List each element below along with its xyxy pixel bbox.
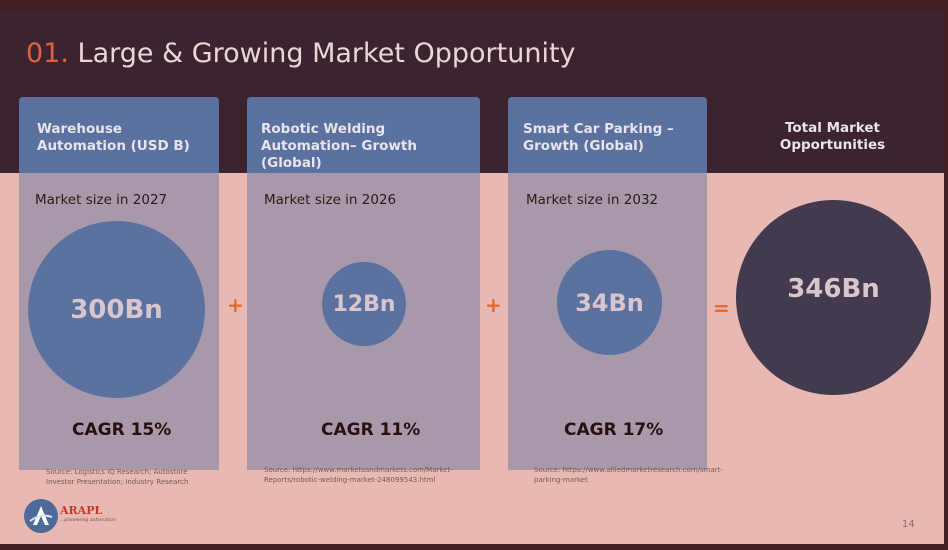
arapl-logo-icon xyxy=(24,499,58,533)
equals-operator: = xyxy=(713,296,730,320)
welding-source: Source: https://www.marketsandmarkets.co… xyxy=(264,466,453,484)
parking-value-circle: 34Bn xyxy=(557,250,662,355)
plus-operator-2: + xyxy=(485,293,502,317)
welding-header-text: Robotic Welding Automation– Growth (Glob… xyxy=(261,121,417,171)
warehouse-source: Source: Logistics IQ Research; Autostore… xyxy=(46,468,189,486)
warehouse-header-text: Warehouse Automation (USD B) xyxy=(37,121,190,154)
parking-cagr: CAGR 17% xyxy=(564,420,664,440)
parking-header-text: Smart Car Parking –Growth (Global) xyxy=(523,121,674,154)
warehouse-value: 300Bn xyxy=(70,294,163,325)
total-header: Total Market Opportunities xyxy=(779,120,886,153)
welding-value-circle: 12Bn xyxy=(322,262,406,346)
slide: 01. Large & Growing Market Opportunity W… xyxy=(0,10,944,544)
warehouse-cagr: CAGR 15% xyxy=(72,420,172,440)
logo-name: ARAPL xyxy=(60,504,103,517)
slide-title: 01. Large & Growing Market Opportunity xyxy=(26,38,576,69)
plus-operator-1: + xyxy=(227,293,244,317)
welding-value: 12Bn xyxy=(332,291,396,317)
parking-market-size-label: Market size in 2032 xyxy=(526,192,659,208)
warehouse-value-circle: 300Bn xyxy=(28,221,205,398)
welding-header: Robotic Welding Automation– Growth (Glob… xyxy=(247,97,480,173)
warehouse-header: Warehouse Automation (USD B) xyxy=(19,97,219,173)
welding-cagr: CAGR 11% xyxy=(321,420,421,440)
total-value: 346Bn xyxy=(787,273,880,304)
title-number: 01. xyxy=(26,38,69,69)
warehouse-market-size-label: Market size in 2027 xyxy=(35,192,168,208)
logo-mark-icon xyxy=(29,506,53,525)
parking-header: Smart Car Parking –Growth (Global) xyxy=(508,97,707,173)
page-number: 14 xyxy=(902,519,915,530)
title-text: Large & Growing Market Opportunity xyxy=(68,38,576,69)
total-value-circle: 346Bn xyxy=(736,200,931,395)
logo-tagline: ...pioneering automation xyxy=(60,518,116,523)
parking-source: Source: https://www.alliedmarketresearch… xyxy=(534,466,723,484)
welding-market-size-label: Market size in 2026 xyxy=(264,192,397,208)
parking-value: 34Bn xyxy=(575,288,644,317)
